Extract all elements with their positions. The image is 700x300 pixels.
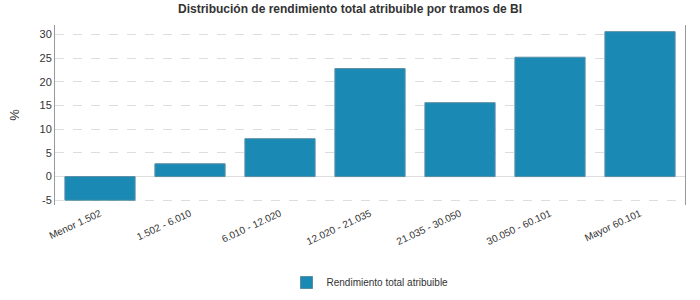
svg-text:10: 10 — [40, 123, 52, 135]
svg-text:25: 25 — [40, 52, 52, 64]
svg-text:20: 20 — [40, 76, 52, 88]
svg-text:Mayor 60.101: Mayor 60.101 — [583, 207, 643, 243]
svg-text:0: 0 — [46, 170, 52, 182]
svg-text:21.035 - 30.050: 21.035 - 30.050 — [395, 207, 464, 247]
svg-text:30: 30 — [40, 28, 52, 40]
svg-text:Menor 1.502: Menor 1.502 — [47, 207, 103, 241]
svg-text:%: % — [7, 109, 22, 121]
svg-text:Rendimiento total atribuible: Rendimiento total atribuible — [327, 277, 449, 288]
svg-text:15: 15 — [40, 99, 52, 111]
svg-text:Distribución de rendimiento to: Distribución de rendimiento total atribu… — [178, 2, 522, 16]
svg-text:12.020 - 21.035: 12.020 - 21.035 — [305, 207, 374, 247]
svg-text:-5: -5 — [42, 194, 52, 206]
svg-text:1.502 - 6.010: 1.502 - 6.010 — [135, 207, 193, 242]
svg-text:5: 5 — [46, 147, 52, 159]
svg-text:6.010 - 12.020: 6.010 - 12.020 — [220, 207, 284, 244]
svg-text:30.050 - 60.101: 30.050 - 60.101 — [485, 207, 554, 247]
